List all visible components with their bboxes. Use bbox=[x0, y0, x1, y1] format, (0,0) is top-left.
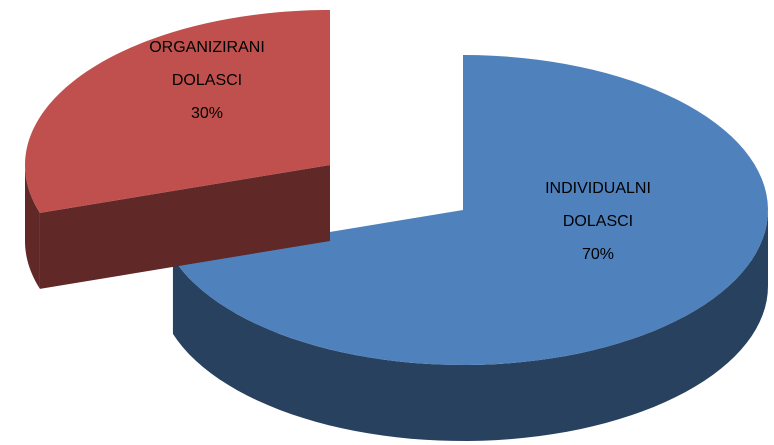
slice-top bbox=[172, 55, 768, 365]
slice-side bbox=[25, 165, 40, 289]
slice-cut-face bbox=[39, 165, 330, 289]
slice-label-name: INDIVIDUALNI DOLASCI bbox=[545, 180, 651, 230]
slice-top bbox=[25, 10, 330, 213]
slice-label-value: 70% bbox=[581, 246, 615, 263]
slice-label-value: 30% bbox=[190, 105, 224, 122]
slice-label: ORGANIZIRANI DOLASCI 30% bbox=[139, 31, 275, 130]
slice-label: INDIVIDUALNI DOLASCI 70% bbox=[530, 172, 666, 271]
slice-label-name: ORGANIZIRANI DOLASCI bbox=[149, 39, 265, 89]
slice-side bbox=[172, 210, 769, 441]
